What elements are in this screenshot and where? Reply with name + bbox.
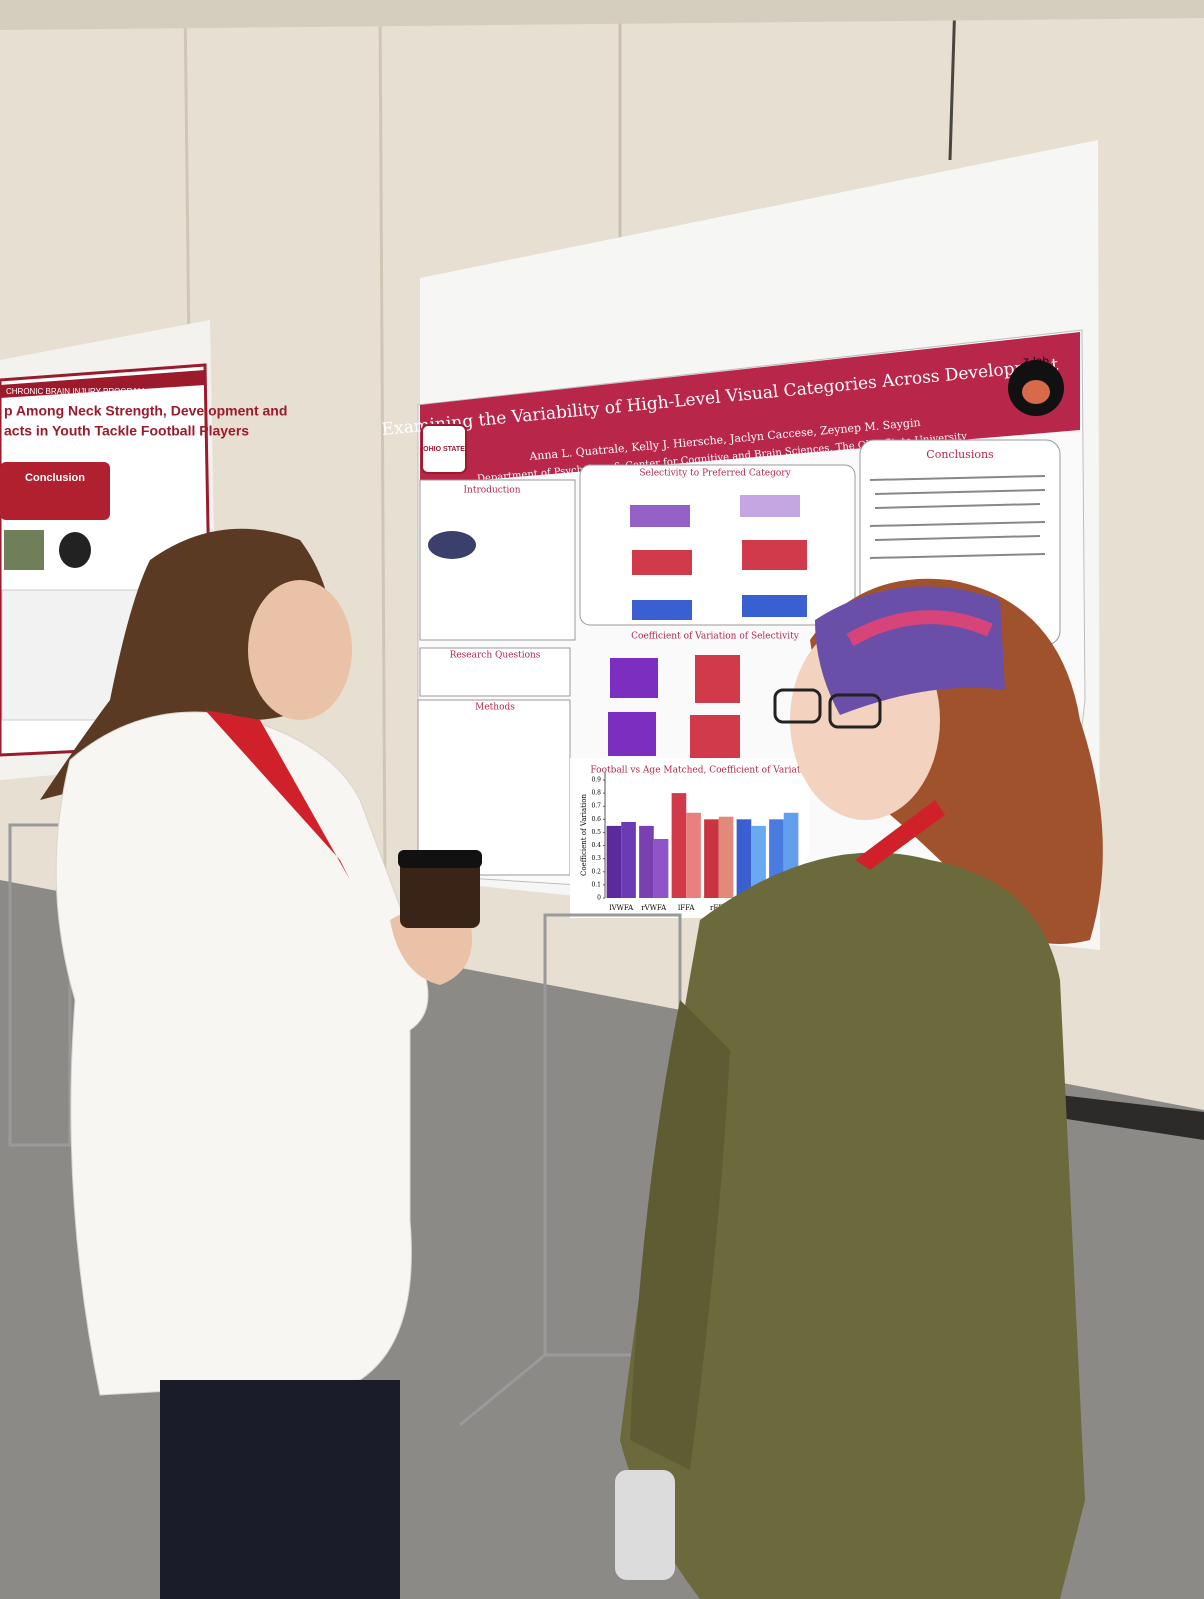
- left-poster-title: p Among Neck Strength, Development and: [4, 403, 287, 419]
- cv-thumbnails: [608, 655, 740, 760]
- y-tick-label: 0.6: [591, 816, 601, 823]
- baseboard: [1060, 1095, 1204, 1140]
- wall-seam: [378, 0, 387, 881]
- person-right: [615, 578, 1103, 1599]
- wall-seam: [948, 0, 957, 161]
- bar: [704, 819, 719, 898]
- person-left: [40, 528, 482, 1599]
- bar: [751, 825, 766, 898]
- bar: [606, 825, 622, 898]
- y-tick-label: 0.9: [591, 777, 601, 784]
- selectivity-panel: [579, 464, 856, 626]
- left-poster-title: acts in Youth Tackle Football Players: [4, 423, 249, 439]
- selectivity-thumbnails: [630, 495, 807, 620]
- y-tick-label: 0.5: [591, 829, 601, 836]
- x-tick-label: rVWFA: [641, 904, 667, 912]
- x-tick-label: lFFA: [678, 904, 695, 912]
- y-tick-label: 0.3: [591, 855, 601, 862]
- logo-badge: [421, 424, 467, 474]
- ceiling-edge: [0, 0, 1204, 30]
- lab-brain: [1022, 380, 1050, 404]
- methods-panel: [417, 699, 571, 876]
- bar: [671, 793, 687, 898]
- brain-figure: [428, 531, 476, 559]
- conclusion-text-lines: [869, 475, 1046, 559]
- rq-panel: [419, 647, 571, 697]
- y-tick-label: 0.1: [591, 881, 601, 888]
- chart-title: Football vs Age Matched, Coefficient of …: [590, 766, 814, 776]
- y-tick-label: 0.7: [591, 803, 601, 810]
- left-poster-header: CHRONIC BRAIN INJURY PROGRAM: [6, 387, 145, 396]
- bar: [621, 821, 636, 898]
- left-poster-conclusion: Conclusion: [25, 472, 85, 484]
- y-tick-label: 0: [597, 895, 601, 902]
- section-heading: Research Questions: [450, 651, 541, 661]
- section-heading: Selectivity to Preferred Category: [639, 469, 791, 479]
- bar: [653, 839, 669, 898]
- poster-header: [420, 332, 1080, 485]
- section-heading: Methods: [475, 703, 515, 713]
- section-heading: Coefficient of Variation of Selectivity: [631, 632, 800, 642]
- lab-name: z-lab: [1023, 354, 1049, 368]
- y-axis-label: Coefficient of Variation: [580, 794, 588, 876]
- left-poster-conclusion-box: [0, 462, 110, 520]
- x-tick-label: lVWFA: [609, 904, 634, 912]
- section-heading: Conclusions: [926, 448, 994, 461]
- section-heading: Introduction: [464, 486, 521, 496]
- logo: OHIO STATE: [423, 446, 465, 453]
- bar: [686, 812, 701, 898]
- left-poster-photo: [4, 530, 44, 570]
- intro-panel: [419, 479, 576, 641]
- bar: [639, 825, 654, 898]
- y-tick-label: 0.4: [591, 842, 601, 849]
- y-tick-label: 0.8: [591, 790, 601, 797]
- bar: [718, 816, 734, 898]
- left-poster-band: [0, 370, 205, 398]
- bar: [736, 819, 752, 898]
- left-poster-helmet: [59, 532, 91, 568]
- y-tick-label: 0.2: [591, 868, 601, 875]
